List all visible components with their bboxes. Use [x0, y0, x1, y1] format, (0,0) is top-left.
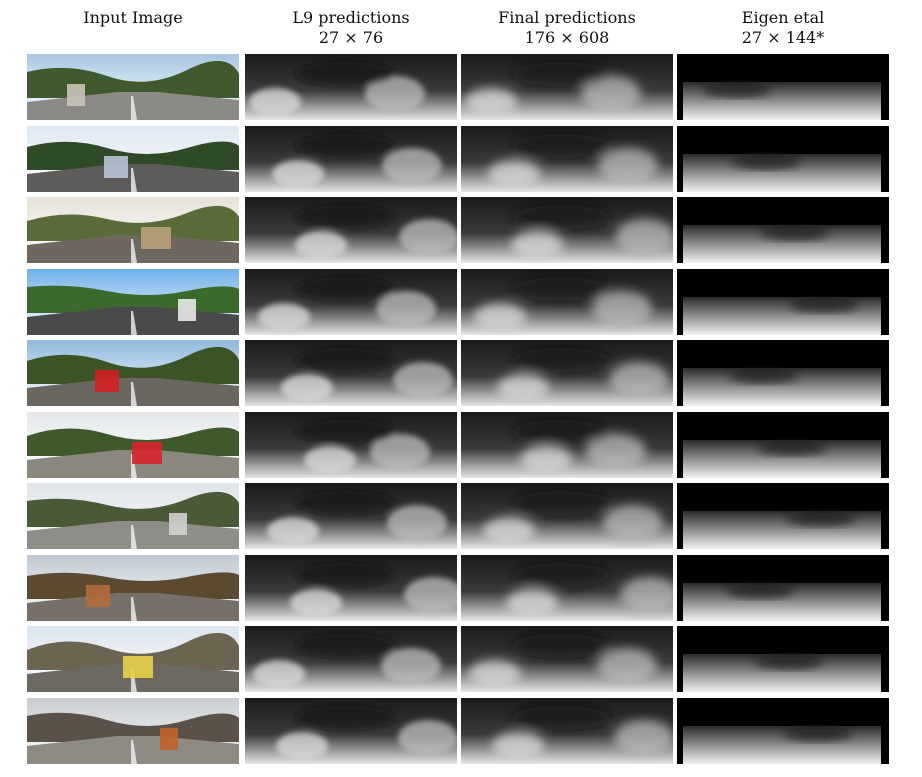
column-header-eigen: Eigen etal 27 × 144* [677, 8, 889, 48]
l9-prediction-image [245, 698, 457, 764]
eigen-prediction-image [677, 197, 889, 263]
column-title: Final predictions [498, 8, 636, 27]
eigen-prediction-image [677, 698, 889, 764]
l9-prediction-image [245, 269, 457, 335]
final-prediction-image [461, 54, 673, 120]
input-image [27, 555, 239, 621]
final-prediction-image [461, 698, 673, 764]
column-header-l9: L9 predictions 27 × 76 [245, 8, 457, 48]
column-subtitle: 27 × 144* [741, 28, 825, 47]
input-image [27, 698, 239, 764]
input-image [27, 54, 239, 120]
column-title: Eigen etal [741, 8, 825, 27]
l9-prediction-image [245, 626, 457, 692]
input-image [27, 483, 239, 549]
column-header-final: Final predictions 176 × 608 [461, 8, 673, 48]
final-prediction-image [461, 412, 673, 478]
eigen-prediction-image [677, 412, 889, 478]
final-prediction-image [461, 269, 673, 335]
input-image [27, 340, 239, 406]
l9-prediction-image [245, 483, 457, 549]
final-prediction-image [461, 197, 673, 263]
column-title: Input Image [83, 8, 183, 27]
input-image [27, 197, 239, 263]
l9-prediction-image [245, 340, 457, 406]
final-prediction-image [461, 626, 673, 692]
column-subtitle: 27 × 76 [318, 28, 384, 47]
eigen-prediction-image [677, 483, 889, 549]
input-image [27, 269, 239, 335]
eigen-prediction-image [677, 555, 889, 621]
final-prediction-image [461, 340, 673, 406]
final-prediction-image [461, 555, 673, 621]
input-image [27, 126, 239, 192]
input-image [27, 626, 239, 692]
final-prediction-image [461, 483, 673, 549]
eigen-prediction-image [677, 126, 889, 192]
input-image [27, 412, 239, 478]
l9-prediction-image [245, 54, 457, 120]
l9-prediction-image [245, 412, 457, 478]
l9-prediction-image [245, 555, 457, 621]
l9-prediction-image [245, 197, 457, 263]
eigen-prediction-image [677, 340, 889, 406]
column-title: L9 predictions [292, 8, 410, 27]
eigen-prediction-image [677, 269, 889, 335]
column-subtitle: 176 × 608 [524, 28, 610, 47]
l9-prediction-image [245, 126, 457, 192]
eigen-prediction-image [677, 626, 889, 692]
final-prediction-image [461, 126, 673, 192]
column-header-input: Input Image [27, 8, 239, 28]
eigen-prediction-image [677, 54, 889, 120]
